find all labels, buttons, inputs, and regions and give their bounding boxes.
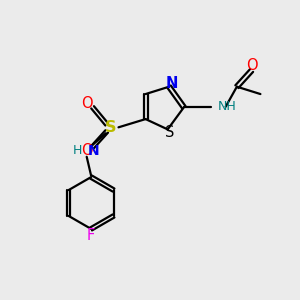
Text: N: N: [165, 76, 178, 91]
Text: N: N: [88, 144, 100, 158]
Text: NH: NH: [218, 100, 236, 113]
Text: O: O: [82, 143, 93, 158]
Text: O: O: [82, 96, 93, 111]
Text: F: F: [87, 228, 95, 243]
Text: H: H: [72, 144, 82, 158]
Text: S: S: [104, 120, 116, 135]
Text: O: O: [246, 58, 257, 73]
Text: S: S: [165, 125, 175, 140]
